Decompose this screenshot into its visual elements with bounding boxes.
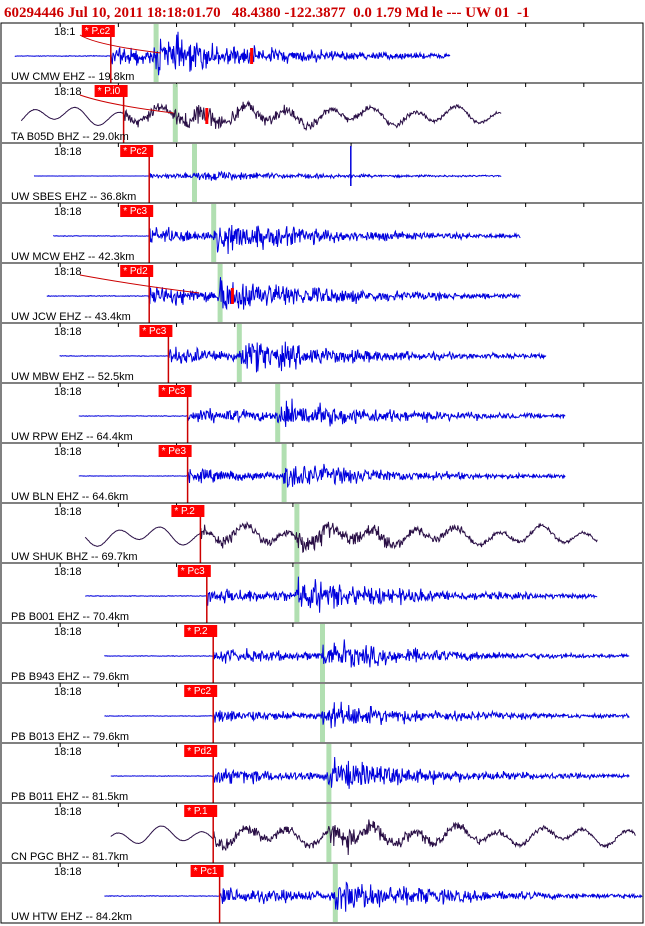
s-phase-marker xyxy=(326,744,332,802)
waveform-trace xyxy=(78,463,566,488)
waveform-trace xyxy=(110,756,630,789)
waveform-trace xyxy=(85,576,598,613)
pick-label: * Pc2 xyxy=(187,686,211,697)
time-label: 18:18 xyxy=(54,266,82,278)
time-label: 18:18 xyxy=(54,146,82,158)
waveform-trace xyxy=(104,881,643,912)
pick-label-box xyxy=(171,505,205,517)
station-label: UW SHUK BHZ -- 69.7km xyxy=(11,551,138,563)
time-label: 18:18 xyxy=(54,746,82,758)
waveform-trace xyxy=(110,819,636,856)
station-label: UW MCW EHZ -- 42.3km xyxy=(11,251,134,263)
station-label: UW MBW EHZ -- 52.5km xyxy=(11,371,134,383)
pick-label: * Pd2 xyxy=(187,746,212,757)
s-phase-marker xyxy=(217,264,223,322)
pick-label-box xyxy=(158,385,192,397)
station-label: UW HTW EHZ -- 84.2km xyxy=(11,911,132,923)
pick-label: * Pc3 xyxy=(181,566,205,577)
pick-label-box xyxy=(184,685,218,697)
time-label: 18:18 xyxy=(54,506,82,518)
pick-label-box xyxy=(184,805,218,817)
station-label: UW SBES EHZ -- 36.8km xyxy=(11,191,136,203)
station-label: PB B011 EHZ -- 81.5km xyxy=(11,791,128,803)
pick-label: * Pc3 xyxy=(123,206,147,217)
time-label: 18:18 xyxy=(54,866,82,878)
waveform-trace xyxy=(78,398,566,428)
station-label: PB B001 EHZ -- 70.4km xyxy=(11,611,129,623)
waveform-trace xyxy=(59,341,547,373)
waveform-trace xyxy=(104,639,630,668)
pick-label: * Pc2 xyxy=(123,146,147,157)
station-label: PB B943 EHZ -- 79.6km xyxy=(11,671,129,683)
pick-label-box xyxy=(81,25,115,37)
pick-label-box xyxy=(177,565,211,577)
pick-label: * Pc3 xyxy=(162,386,186,397)
waveform-trace xyxy=(20,100,502,131)
time-label: 18:18 xyxy=(54,806,82,818)
time-label: 18:1 xyxy=(54,26,75,38)
pick-pointer-curve xyxy=(79,94,174,114)
waveform-trace xyxy=(14,31,451,76)
pick-label: * P.1 xyxy=(187,806,208,817)
pick-label: * Pe3 xyxy=(162,446,187,457)
time-label: 18:18 xyxy=(54,626,82,638)
waveform-trace xyxy=(46,277,521,311)
pick-label: * Pc3 xyxy=(142,326,166,337)
pick-label-box xyxy=(120,265,154,277)
s-phase-marker xyxy=(326,804,332,862)
waveform-trace xyxy=(104,701,630,729)
time-label: 18:18 xyxy=(54,386,82,398)
pick-label: * P.i0 xyxy=(98,86,121,97)
station-label: CN PGC BHZ -- 81.7km xyxy=(11,851,128,863)
pick-label: * P.2 xyxy=(187,626,208,637)
pick-label: * P.2 xyxy=(174,506,195,517)
time-label: 18:18 xyxy=(54,686,82,698)
s-phase-marker xyxy=(332,864,338,922)
pick-label-box xyxy=(120,145,154,157)
pick-label: * P.c2 xyxy=(85,26,111,37)
time-label: 18:18 xyxy=(54,86,82,98)
event-header: 60294446 Jul 10, 2011 18:18:01.70 48.438… xyxy=(4,5,530,21)
station-label: UW BLN EHZ -- 64.6km xyxy=(11,491,128,503)
station-label: PB B013 EHZ -- 79.6km xyxy=(11,731,129,743)
pick-pointer-curve xyxy=(79,34,161,54)
pick-label: * Pd2 xyxy=(123,266,148,277)
waveform-trace xyxy=(84,520,598,554)
pick-label-box xyxy=(190,865,224,877)
station-label: UW CMW EHZ -- 19.8km xyxy=(11,71,134,83)
waveform-trace xyxy=(33,170,502,181)
time-label: 18:18 xyxy=(54,446,82,458)
station-label: TA B05D BHZ -- 29.0km xyxy=(11,131,129,143)
s-phase-marker xyxy=(294,564,300,622)
s-phase-marker xyxy=(153,24,159,82)
s-phase-marker xyxy=(172,84,178,142)
s-phase-marker xyxy=(275,384,281,442)
pick-label-box xyxy=(158,445,192,457)
pick-label: * Pc1 xyxy=(194,866,218,877)
pick-label-box xyxy=(184,625,218,637)
pick-label-box xyxy=(120,205,154,217)
station-label: UW RPW EHZ -- 64.4km xyxy=(11,431,133,443)
pick-label-box xyxy=(184,745,218,757)
plot-frame xyxy=(0,22,644,924)
pick-pointer-curve xyxy=(79,274,200,294)
pick-label-box xyxy=(139,325,173,337)
waveform-trace xyxy=(53,224,521,255)
station-label: UW JCW EHZ -- 43.4km xyxy=(11,311,131,323)
pick-label-box xyxy=(94,85,128,97)
time-label: 18:18 xyxy=(54,326,82,338)
time-label: 18:18 xyxy=(54,206,82,218)
time-label: 18:18 xyxy=(54,566,82,578)
